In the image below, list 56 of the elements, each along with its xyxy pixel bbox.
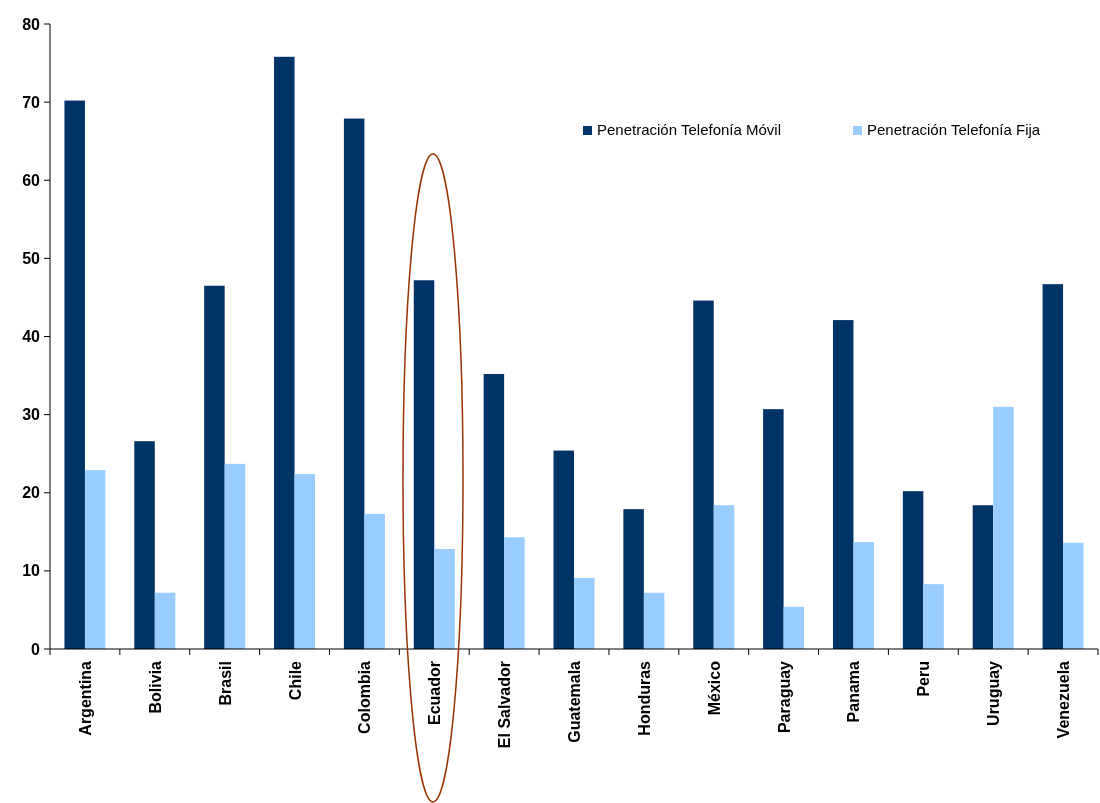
y-tick-label: 60 bbox=[22, 171, 41, 189]
bar bbox=[623, 509, 644, 649]
x-tick-label: Bolivia bbox=[146, 660, 164, 714]
bar bbox=[574, 577, 595, 649]
x-tick-label: Ecuador bbox=[426, 661, 444, 726]
bar bbox=[693, 300, 714, 649]
y-tick-label: 30 bbox=[22, 406, 41, 424]
bar bbox=[972, 505, 994, 649]
x-tick-label: Colombia bbox=[356, 660, 374, 734]
x-tick-label: Panama bbox=[845, 660, 863, 723]
bar bbox=[343, 118, 365, 649]
x-tick-label: Brasil bbox=[216, 661, 234, 706]
bar bbox=[154, 592, 176, 649]
bar bbox=[553, 450, 574, 649]
bar bbox=[783, 606, 805, 649]
bar bbox=[274, 56, 295, 649]
x-tick-label: El Salvador bbox=[496, 661, 514, 749]
x-tick-label: Venezuela bbox=[1055, 660, 1073, 739]
bar bbox=[204, 285, 225, 649]
x-tick-label: Paraguay bbox=[775, 660, 793, 734]
x-tick-label: Chile bbox=[286, 660, 304, 701]
y-tick-label: 80 bbox=[22, 15, 41, 33]
bar bbox=[902, 491, 924, 649]
bar bbox=[923, 584, 944, 649]
bar bbox=[643, 592, 665, 649]
bar bbox=[364, 513, 385, 649]
bar bbox=[483, 374, 505, 649]
y-tick-label: 0 bbox=[31, 640, 41, 658]
x-tick-label: Honduras bbox=[635, 660, 653, 736]
bar bbox=[1063, 542, 1084, 649]
bar bbox=[294, 474, 316, 649]
y-tick-label: 10 bbox=[22, 562, 41, 580]
y-tick-label: 70 bbox=[22, 93, 41, 111]
bar bbox=[713, 505, 735, 649]
bar bbox=[993, 406, 1014, 649]
bar bbox=[134, 441, 155, 649]
bar bbox=[853, 541, 874, 649]
y-tick-label: 40 bbox=[22, 328, 41, 346]
bar bbox=[84, 470, 106, 649]
bar bbox=[504, 537, 525, 649]
y-tick-label: 50 bbox=[22, 249, 41, 267]
x-tick-label: Uruguay bbox=[985, 660, 1003, 726]
y-tick-label: 20 bbox=[22, 484, 41, 502]
bar bbox=[1042, 284, 1064, 649]
x-tick-label: Guatemala bbox=[566, 660, 583, 743]
bar bbox=[434, 549, 455, 649]
x-tick-label: Argentina bbox=[76, 660, 94, 736]
bar bbox=[224, 463, 246, 649]
x-tick-label: Peru bbox=[915, 661, 933, 697]
legend-label: Penetración Telefonía Móvil bbox=[597, 121, 781, 138]
bar bbox=[413, 280, 435, 649]
legend-label: Penetración Telefonía Fija bbox=[867, 121, 1041, 138]
bar bbox=[763, 409, 784, 649]
x-tick-label: México bbox=[705, 660, 723, 716]
bar bbox=[64, 100, 85, 649]
bar bbox=[832, 320, 854, 649]
